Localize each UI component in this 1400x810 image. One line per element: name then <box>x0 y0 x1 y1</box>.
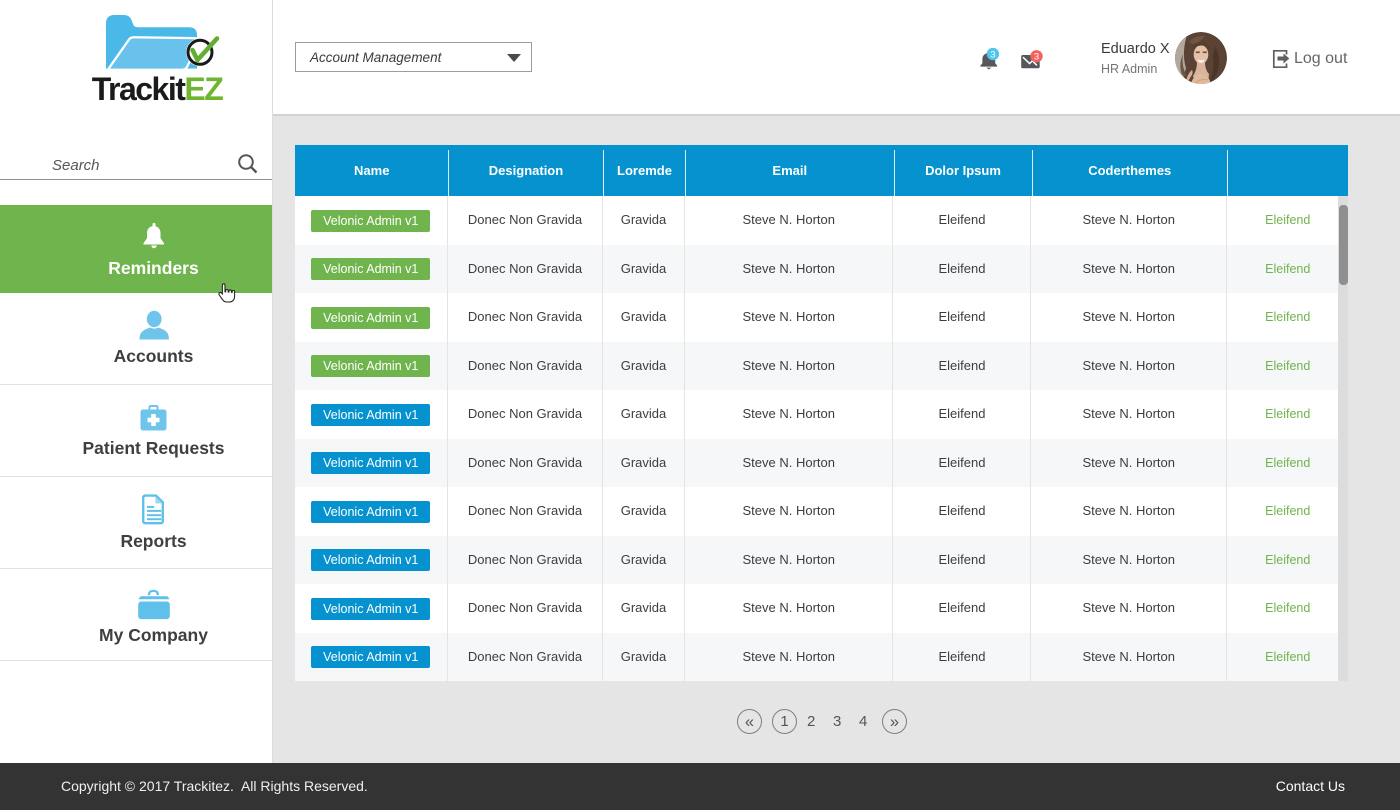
svg-text:3: 3 <box>990 49 995 60</box>
svg-text:3: 3 <box>1034 52 1039 63</box>
